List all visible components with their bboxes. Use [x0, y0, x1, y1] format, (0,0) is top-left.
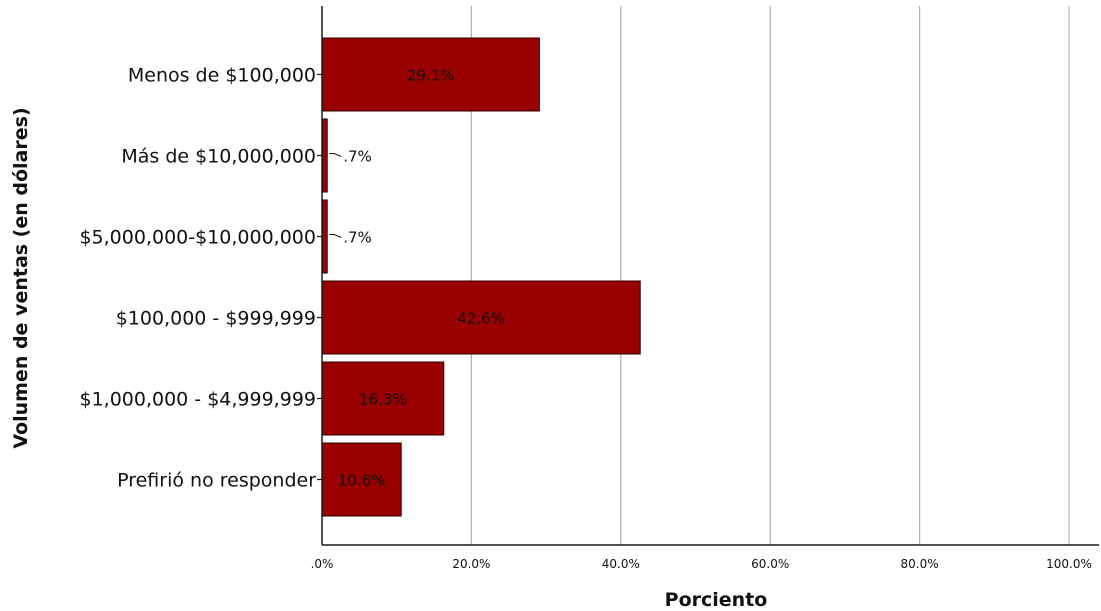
x-tick-label: 60.0%	[751, 557, 789, 571]
data-label-leader	[329, 153, 342, 157]
category-label: $1,000,000 - $4,999,999	[79, 389, 316, 411]
data-label: .7%	[343, 148, 372, 166]
category-label: Prefirió no responder	[117, 470, 316, 492]
x-tick-label: 80.0%	[901, 557, 939, 571]
category-label: $100,000 - $999,999	[116, 308, 316, 330]
category-label: Menos de $100,000	[128, 65, 316, 87]
bar	[321, 361, 445, 436]
category-label: Más de $10,000,000	[121, 146, 316, 168]
data-label: 10.6%	[338, 472, 386, 490]
y-axis-title: Volumen de ventas (en dólares)	[10, 107, 32, 448]
bar	[321, 37, 540, 112]
axes	[317, 6, 1099, 546]
data-label-leader	[329, 234, 342, 238]
data-label: 42.6%	[457, 310, 505, 328]
x-tick-label: 20.0%	[452, 557, 490, 571]
data-label: 16.3%	[359, 391, 407, 409]
data-labels: 29.1% .7% .7% 42.6% 16.3% 10.6%	[329, 67, 505, 490]
data-label: .7%	[343, 229, 372, 247]
data-label: 29.1%	[407, 67, 455, 85]
x-tick-label: .0%	[311, 557, 334, 571]
category-labels: Menos de $100,000 Más de $10,000,000 $5,00…	[79, 65, 316, 492]
x-axis-title: Porciento	[665, 589, 768, 611]
bar	[321, 199, 328, 274]
category-label: $5,000,000-$10,000,000	[79, 227, 316, 249]
bars	[321, 37, 641, 517]
x-tick-label: 40.0%	[602, 557, 640, 571]
tick-labels: .0% 20.0% 40.0% 60.0% 80.0% 100.0%	[311, 557, 1092, 571]
x-tick-label: 100.0%	[1046, 557, 1092, 571]
gridlines	[470, 6, 1070, 545]
bar	[321, 442, 402, 517]
bar	[321, 118, 328, 193]
